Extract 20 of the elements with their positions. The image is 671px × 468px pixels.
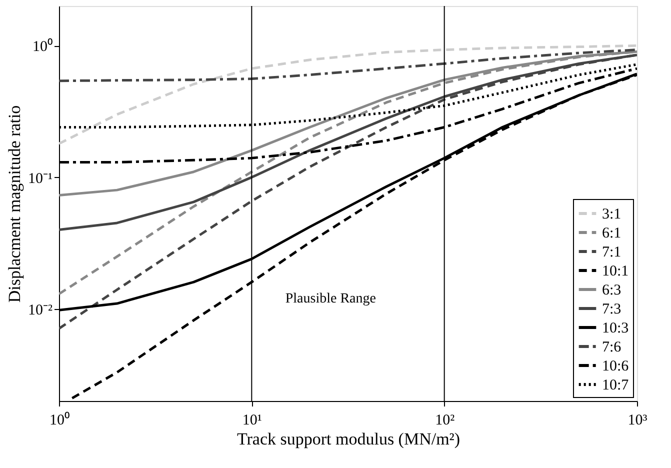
x-tick-label: 10³: [628, 412, 648, 428]
legend-label: 10:3: [602, 320, 629, 336]
y-tick-label: 10⁰: [32, 38, 52, 56]
x-tick-label: 10⁰: [50, 412, 70, 428]
x-tick-label: 10¹: [242, 412, 262, 428]
legend-label: 10:1: [602, 264, 629, 280]
legend-label: 7:1: [602, 244, 622, 260]
legend-label: 3:1: [602, 206, 622, 222]
legend-label: 6:1: [602, 226, 622, 242]
y-tick-label: 10⁻²: [28, 302, 53, 318]
legend-label: 10:7: [602, 378, 630, 394]
y-axis-title: Displacment magnitude ratio: [5, 105, 24, 303]
y-tick-label: 10⁻¹: [28, 170, 52, 187]
legend-label: 7:3: [602, 302, 622, 318]
legend-label: 7:6: [602, 340, 622, 356]
annotation: Plausible Range: [285, 291, 376, 306]
x-axis-title: Track support modulus (MN/m²): [236, 430, 460, 448]
x-tick-label: 10²: [435, 412, 456, 428]
legend-label: 10:6: [602, 358, 630, 374]
legend-label: 6:3: [602, 282, 622, 298]
